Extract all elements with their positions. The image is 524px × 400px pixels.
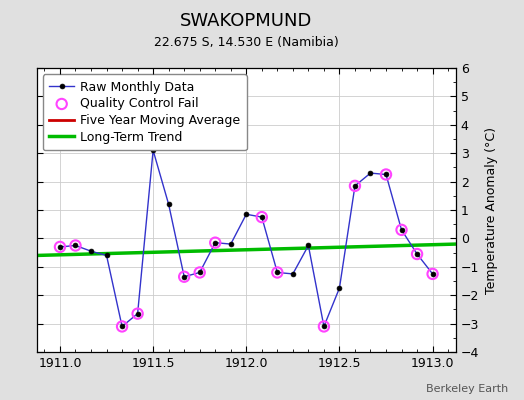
Quality Control Fail bbox=[211, 240, 220, 246]
Quality Control Fail bbox=[118, 323, 126, 330]
Legend: Raw Monthly Data, Quality Control Fail, Five Year Moving Average, Long-Term Tren: Raw Monthly Data, Quality Control Fail, … bbox=[43, 74, 247, 150]
Raw Monthly Data bbox=[88, 249, 94, 254]
Raw Monthly Data bbox=[414, 252, 420, 256]
Raw Monthly Data bbox=[367, 171, 374, 176]
Quality Control Fail bbox=[258, 214, 266, 220]
Raw Monthly Data bbox=[398, 228, 405, 232]
Quality Control Fail bbox=[320, 323, 328, 330]
Quality Control Fail bbox=[429, 271, 437, 277]
Quality Control Fail bbox=[397, 227, 406, 233]
Raw Monthly Data bbox=[212, 240, 219, 245]
Raw Monthly Data bbox=[383, 172, 389, 177]
Raw Monthly Data bbox=[103, 253, 110, 258]
Raw Monthly Data bbox=[119, 324, 125, 329]
Quality Control Fail bbox=[195, 269, 204, 276]
Y-axis label: Temperature Anomaly (°C): Temperature Anomaly (°C) bbox=[485, 126, 498, 294]
Raw Monthly Data bbox=[181, 274, 187, 279]
Raw Monthly Data bbox=[430, 272, 436, 276]
Raw Monthly Data bbox=[321, 324, 327, 329]
Raw Monthly Data bbox=[196, 270, 203, 275]
Raw Monthly Data bbox=[135, 311, 141, 316]
Quality Control Fail bbox=[382, 171, 390, 178]
Raw Monthly Data bbox=[243, 212, 249, 217]
Raw Monthly Data bbox=[166, 202, 172, 207]
Text: 22.675 S, 14.530 E (Namibia): 22.675 S, 14.530 E (Namibia) bbox=[154, 36, 339, 49]
Quality Control Fail bbox=[351, 183, 359, 189]
Raw Monthly Data bbox=[259, 215, 265, 220]
Quality Control Fail bbox=[273, 269, 281, 276]
Quality Control Fail bbox=[71, 242, 80, 249]
Text: Berkeley Earth: Berkeley Earth bbox=[426, 384, 508, 394]
Raw Monthly Data bbox=[72, 243, 79, 248]
Raw Monthly Data bbox=[227, 242, 234, 246]
Raw Monthly Data bbox=[352, 184, 358, 188]
Raw Monthly Data bbox=[57, 244, 63, 249]
Quality Control Fail bbox=[134, 310, 142, 317]
Quality Control Fail bbox=[180, 274, 188, 280]
Raw Monthly Data bbox=[274, 270, 280, 275]
Text: SWAKOPMUND: SWAKOPMUND bbox=[180, 12, 312, 30]
Quality Control Fail bbox=[413, 251, 421, 257]
Line: Raw Monthly Data: Raw Monthly Data bbox=[58, 148, 435, 329]
Raw Monthly Data bbox=[305, 243, 312, 248]
Raw Monthly Data bbox=[336, 286, 343, 290]
Quality Control Fail bbox=[56, 244, 64, 250]
Raw Monthly Data bbox=[290, 272, 296, 276]
Raw Monthly Data bbox=[150, 148, 156, 153]
